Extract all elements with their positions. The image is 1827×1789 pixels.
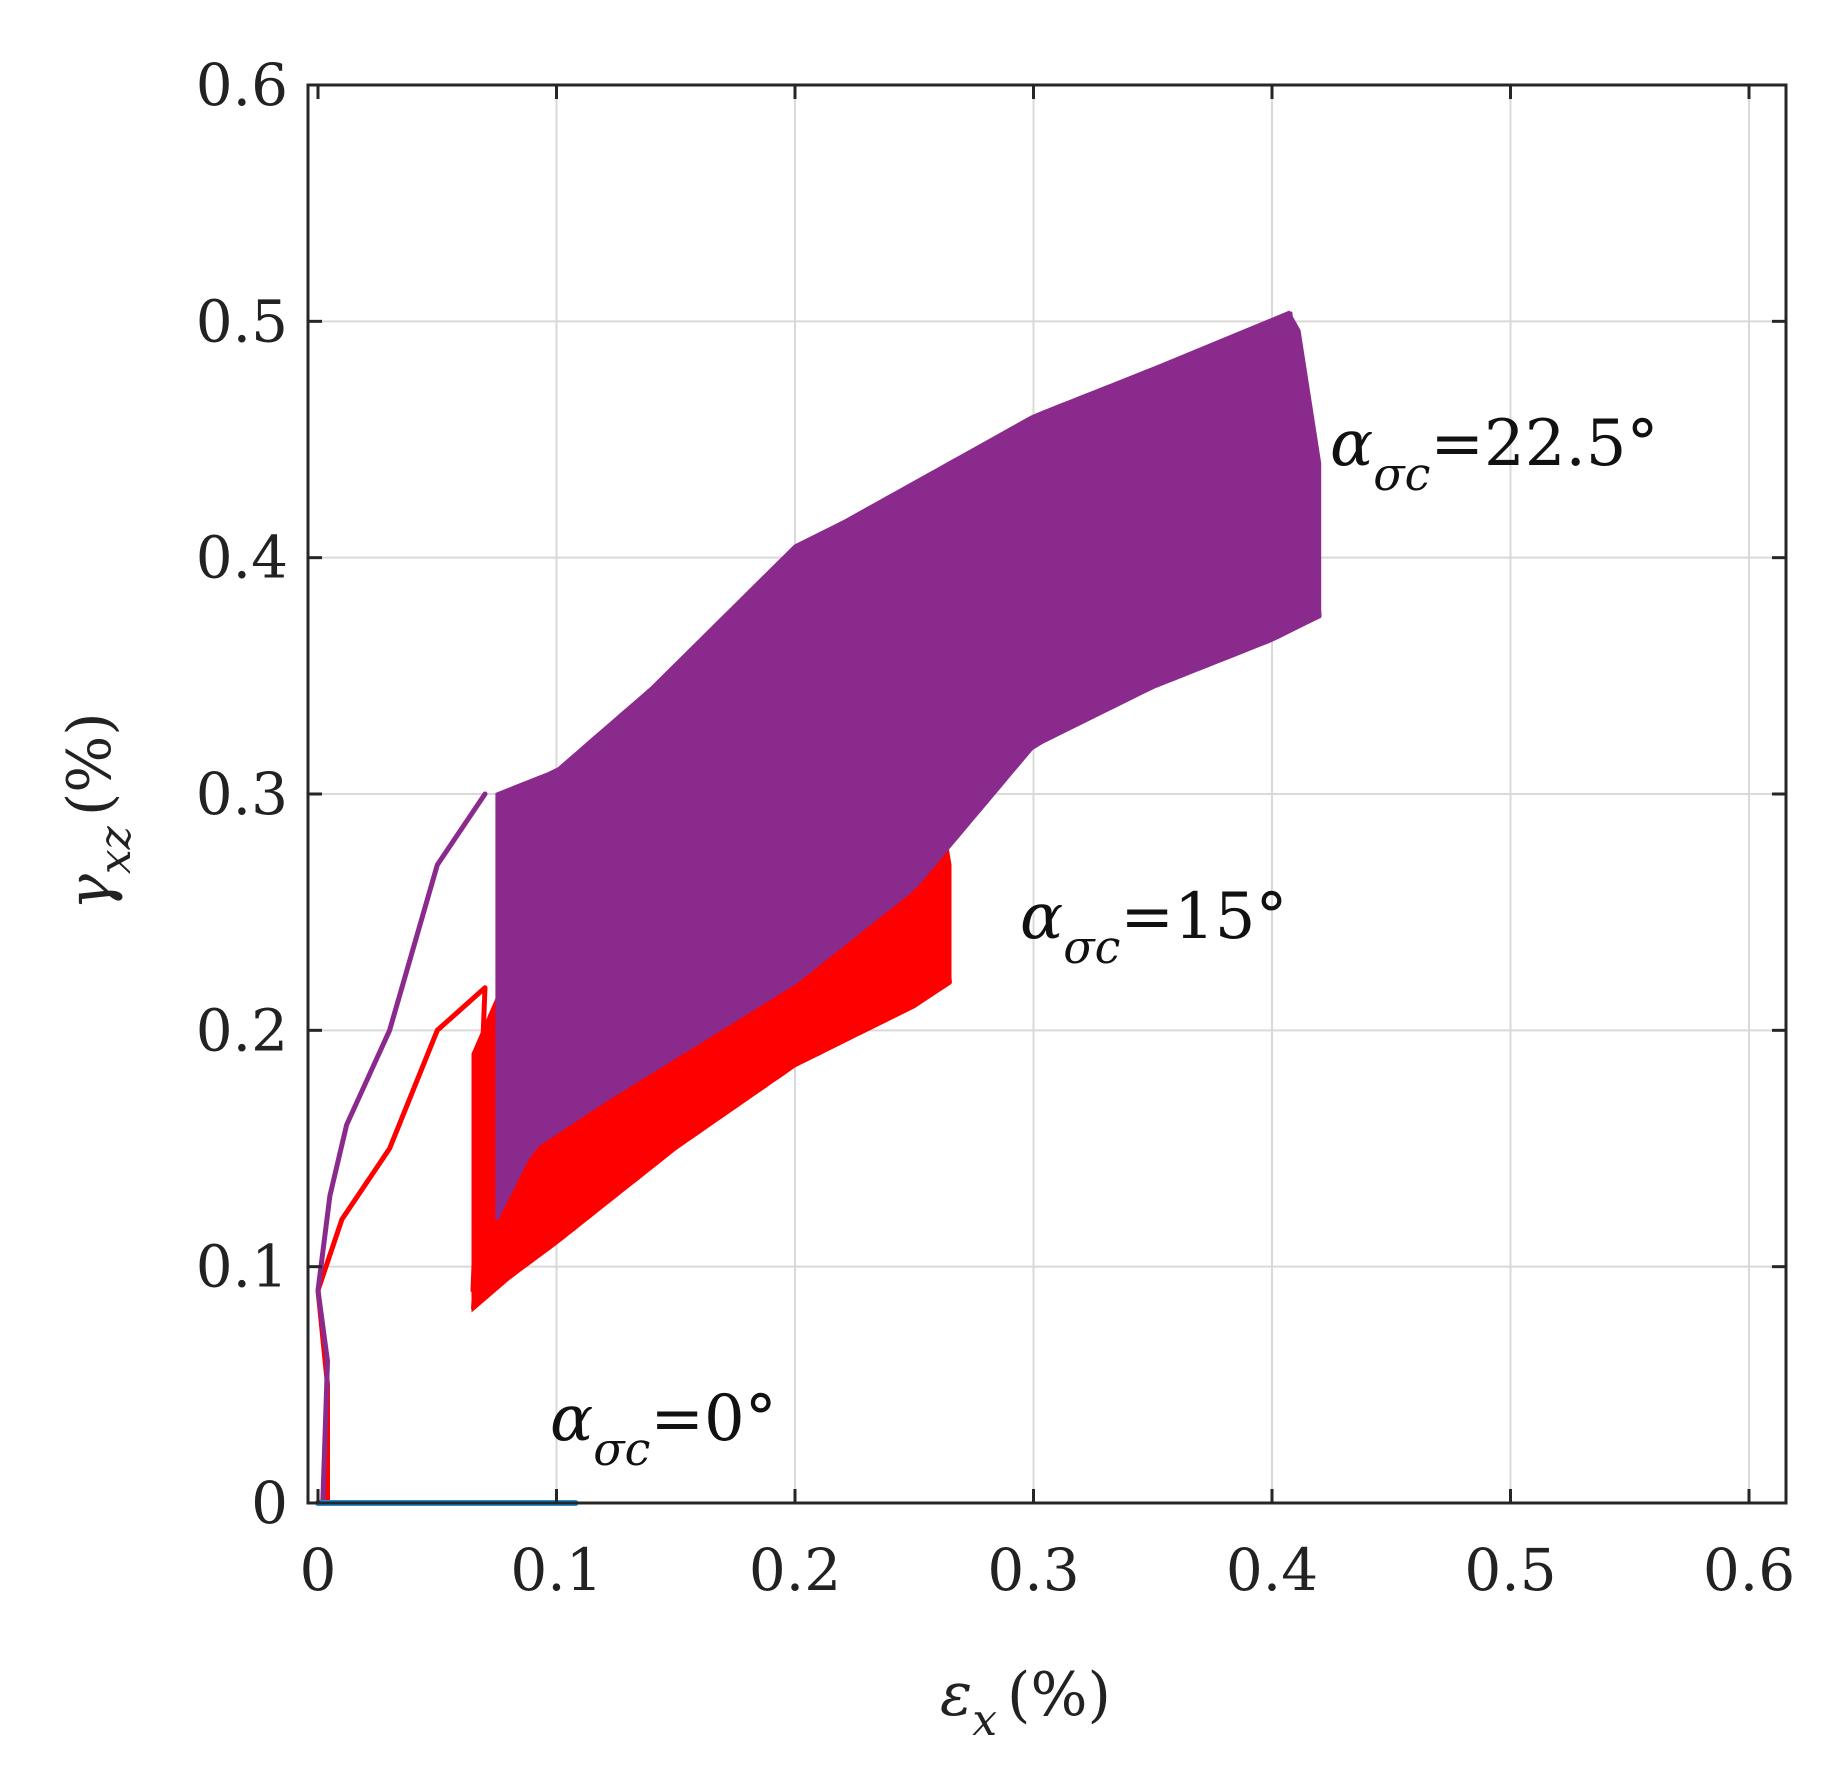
series-0 <box>315 310 1322 1506</box>
y-axis-title: γxz(%) <box>55 712 141 910</box>
x-tick-label: 0.4 <box>1226 1536 1318 1604</box>
x-tick-label: 0.6 <box>1703 1536 1795 1604</box>
x-tick-label: 0.5 <box>1464 1536 1556 1604</box>
series-1-initial-path <box>315 985 488 1506</box>
series-0-cycle-path <box>494 311 1322 1220</box>
series-0-cycle-band <box>495 310 1322 1221</box>
y-tick-label: 0.5 <box>196 287 288 355</box>
x-tick-label: 0.1 <box>510 1536 602 1604</box>
ticks: 0 0.1 0.2 0.3 0.4 0.5 0.6 0 0.1 0.2 0.3 0.4 0.5 0.6 <box>196 51 1795 1604</box>
y-tick-label: 0.4 <box>196 524 288 592</box>
x-axis-title: εx (%) <box>940 1660 1111 1746</box>
y-tick-label: 0.3 <box>196 760 288 828</box>
x-tick-label: 0 <box>300 1536 337 1604</box>
x-tick-label: 0.3 <box>987 1536 1079 1604</box>
y-tick-label: 0 <box>251 1469 288 1537</box>
y-tick-label: 0.2 <box>196 996 288 1064</box>
series-layer <box>315 310 1322 1506</box>
y-tick-label: 0.6 <box>196 51 288 119</box>
y-tick-label: 0.1 <box>196 1233 288 1301</box>
series-0-initial-path <box>315 791 488 1506</box>
x-tick-label: 0.2 <box>749 1536 841 1604</box>
annotation-22-5: ασc=22.5° <box>1330 407 1659 501</box>
annotation-0: ασc=0° <box>550 1382 777 1476</box>
annotation-15: ασc=15° <box>1020 880 1287 974</box>
